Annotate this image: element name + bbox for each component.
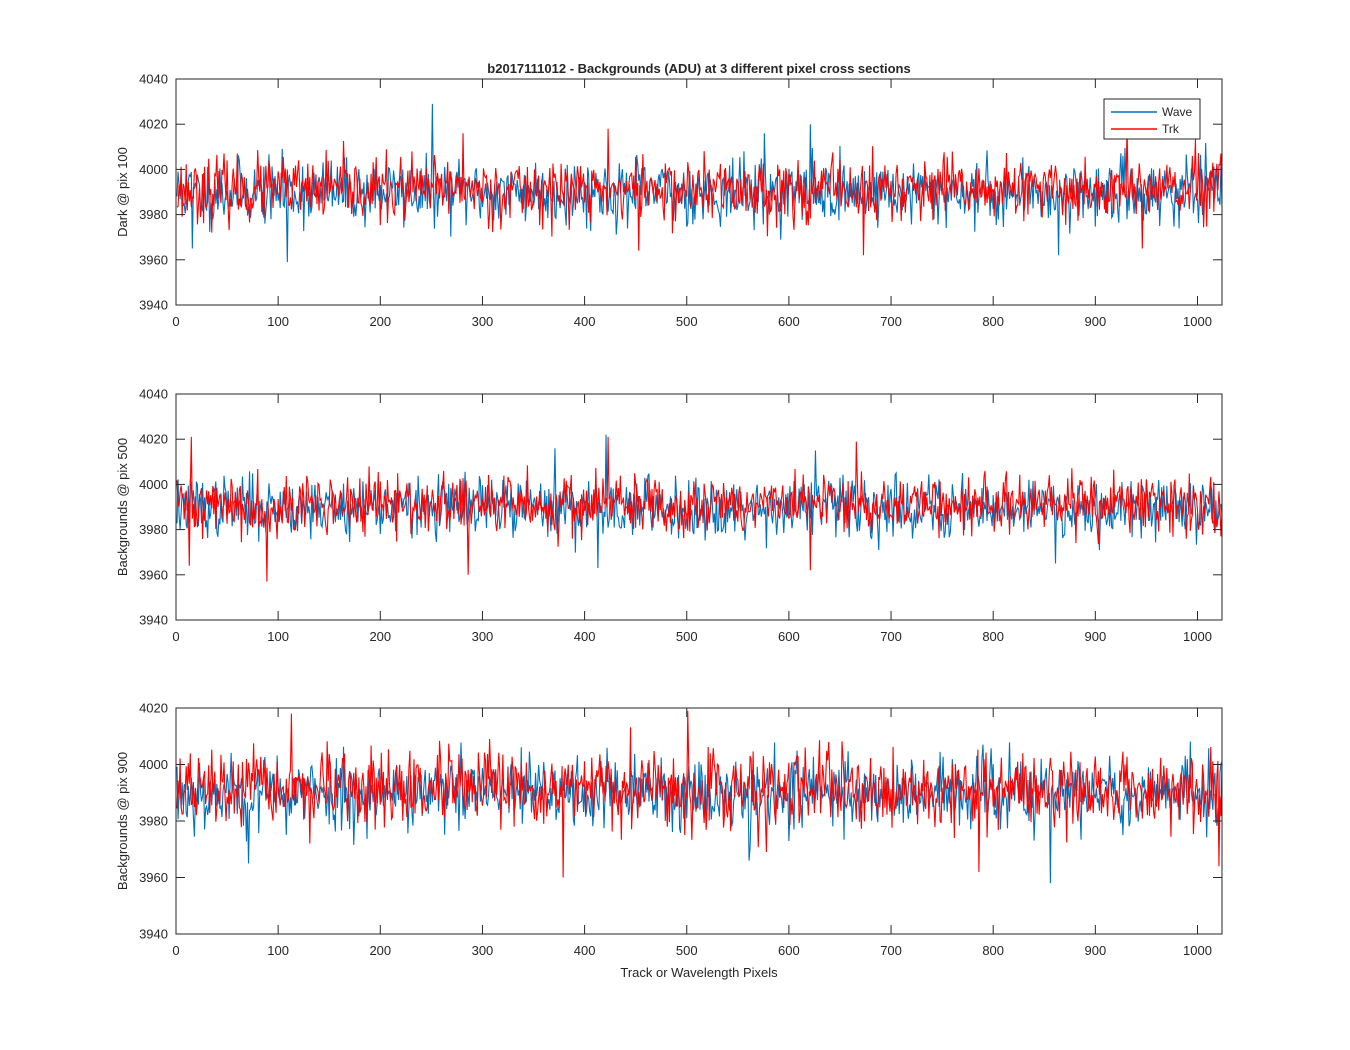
x-tick-label: 100 <box>267 943 289 958</box>
y-tick-label: 4040 <box>139 72 168 87</box>
y-tick-label: 4000 <box>139 757 168 772</box>
legend-label-wave: Wave <box>1162 105 1193 119</box>
x-tick-label: 0 <box>172 314 179 329</box>
x-tick-label: 500 <box>676 629 698 644</box>
figure-title: b2017111012 - Backgrounds (ADU) at 3 dif… <box>487 61 910 76</box>
x-tick-label: 200 <box>369 314 391 329</box>
x-tick-label: 300 <box>472 314 494 329</box>
series-line-trk-middle <box>176 436 1222 582</box>
x-tick-label: 200 <box>369 943 391 958</box>
x-tick-label: 900 <box>1084 943 1106 958</box>
x-tick-label: 1000 <box>1183 943 1212 958</box>
y-tick-label: 4020 <box>139 117 168 132</box>
y-tick-label: 3960 <box>139 567 168 582</box>
y-axis-label-top: Dark @ pix 100 <box>115 147 130 237</box>
x-tick-label: 800 <box>982 314 1004 329</box>
y-axis-label-bottom: Backgrounds @ pix 900 <box>115 752 130 890</box>
axes-box-bottom <box>175 707 1223 935</box>
x-tick-label: 700 <box>880 314 902 329</box>
x-tick-label: 600 <box>778 943 800 958</box>
x-tick-label: 100 <box>267 314 289 329</box>
y-axis-label-middle: Backgrounds @ pix 500 <box>115 438 130 576</box>
x-tick-label: 300 <box>472 943 494 958</box>
x-tick-label: 800 <box>982 629 1004 644</box>
x-tick-label: 900 <box>1084 629 1106 644</box>
y-tick-label: 3940 <box>139 613 168 628</box>
y-tick-label: 3960 <box>139 252 168 267</box>
panel-middle: 0 100 200 300 400 500 600 700 800 900 1000 3940 3960… <box>115 387 1223 644</box>
legend: Wave Trk <box>1103 98 1201 140</box>
x-tick-label: 400 <box>574 629 596 644</box>
y-tick-label: 3960 <box>139 870 168 885</box>
x-tick-label: 400 <box>574 943 596 958</box>
x-tick-label: 600 <box>778 629 800 644</box>
series-line-wave-middle <box>176 434 1222 569</box>
y-tick-label: 4000 <box>139 477 168 492</box>
series-line-trk-bottom <box>176 710 1222 878</box>
x-tick-label: 100 <box>267 629 289 644</box>
axes-box-top <box>175 78 1223 306</box>
x-tick-label: 600 <box>778 314 800 329</box>
legend-box <box>1103 98 1201 140</box>
axes-box-middle <box>175 393 1223 621</box>
x-tick-label: 700 <box>880 629 902 644</box>
y-tick-label: 4040 <box>139 387 168 402</box>
x-tick-label: 0 <box>172 943 179 958</box>
y-tick-label: 4020 <box>139 432 168 447</box>
y-tick-label: 3980 <box>139 814 168 829</box>
panel-bottom: 0 100 200 300 400 500 600 700 800 900 1000 3940 3960… <box>115 701 1223 958</box>
y-tick-label: 3940 <box>139 927 168 942</box>
x-tick-label: 1000 <box>1183 629 1212 644</box>
x-tick-label: 500 <box>676 943 698 958</box>
series-line-trk-top <box>176 124 1222 256</box>
y-tick-label: 4020 <box>139 701 168 716</box>
x-tick-label: 300 <box>472 629 494 644</box>
y-tick-label: 3980 <box>139 207 168 222</box>
y-tick-label: 3980 <box>139 522 168 537</box>
series-line-wave-bottom <box>176 741 1222 884</box>
panel-top: 0 100 200 300 400 500 600 700 800 900 1000 3940 3960… <box>115 72 1223 329</box>
x-tick-label: 800 <box>982 943 1004 958</box>
legend-label-trk: Trk <box>1162 122 1180 136</box>
x-tick-label: 1000 <box>1183 314 1212 329</box>
x-tick-label: 900 <box>1084 314 1106 329</box>
x-tick-label: 500 <box>676 314 698 329</box>
x-tick-label: 200 <box>369 629 391 644</box>
y-tick-label: 4000 <box>139 162 168 177</box>
x-tick-label: 400 <box>574 314 596 329</box>
x-axis-label: Track or Wavelength Pixels <box>620 965 778 980</box>
y-tick-label: 3940 <box>139 298 168 313</box>
x-tick-label: 700 <box>880 943 902 958</box>
x-tick-label: 0 <box>172 629 179 644</box>
